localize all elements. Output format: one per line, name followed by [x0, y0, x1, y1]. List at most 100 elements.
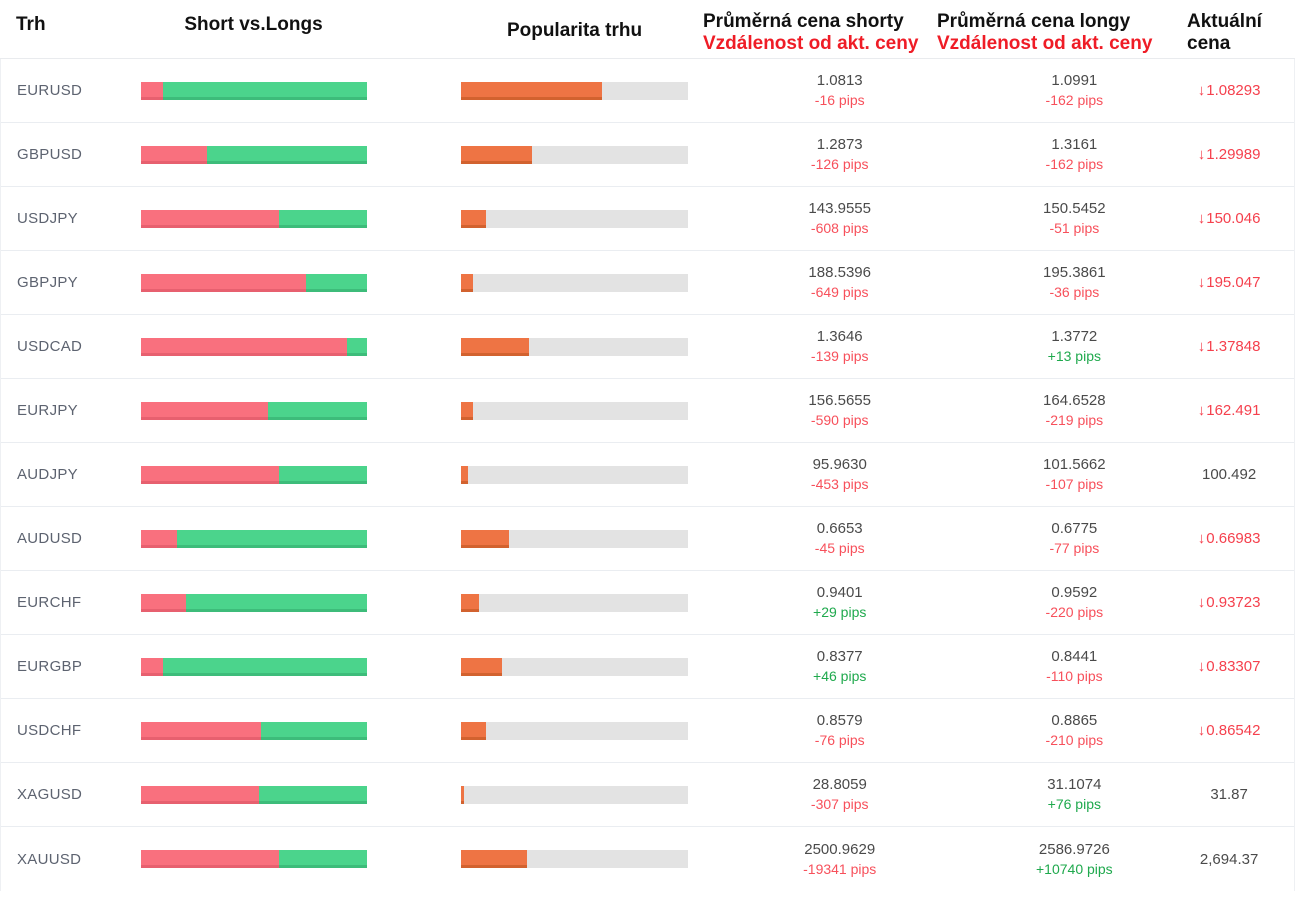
- longs-cell: 31.1074 +76 pips: [984, 775, 1164, 814]
- long-distance-label: Vzdálenost od akt. ceny: [937, 33, 1153, 54]
- pair-label: EURJPY: [17, 402, 78, 419]
- short-long-bar: [140, 657, 368, 676]
- avg-long-price: 1.0991: [1051, 72, 1098, 89]
- down-arrow-icon: ↓: [1197, 402, 1206, 419]
- popularity-track: [461, 593, 688, 612]
- long-distance: +10740 pips: [1036, 860, 1113, 877]
- pair-label: GBPUSD: [17, 146, 83, 163]
- longs-cell: 150.5452 -51 pips: [984, 199, 1164, 238]
- short-distance: -16 pips: [814, 92, 865, 108]
- popularity-fill: [461, 785, 464, 804]
- popularity-track: [461, 337, 688, 356]
- current-price: ↓162.491: [1197, 402, 1261, 419]
- current-price-cell: ↓1.29989: [1164, 146, 1294, 163]
- longs-cell: 0.9592 -220 pips: [984, 583, 1164, 622]
- avg-short-price: 188.5396: [808, 264, 871, 281]
- short-long-bar: [140, 850, 368, 868]
- short-long-bar: [140, 209, 368, 228]
- table-row: USDCAD 1.3646 -139 pips 1.3772 +13 pips …: [1, 315, 1294, 379]
- popularity-fill: [461, 337, 530, 356]
- long-distance: -162 pips: [1045, 92, 1104, 108]
- avg-short-price: 0.6653: [816, 520, 863, 537]
- column-header-short-vs-longs: Short vs.Longs: [184, 14, 323, 35]
- pair-label: EURCHF: [17, 594, 82, 611]
- table-row: AUDJPY 95.9630 -453 pips 101.5662 -107 p…: [1, 443, 1294, 507]
- long-distance: -219 pips: [1045, 412, 1104, 428]
- longs-cell: 0.8865 -210 pips: [984, 711, 1164, 750]
- short-distance: +46 pips: [813, 668, 867, 684]
- short-distance: -45 pips: [814, 540, 865, 556]
- current-price: ↓0.66983: [1197, 530, 1261, 547]
- popularity-track: [461, 401, 688, 420]
- current-price: 31.87: [1210, 786, 1248, 803]
- popularity-track: [461, 145, 688, 164]
- long-distance: -77 pips: [1049, 540, 1100, 556]
- avg-long-price: 0.6775: [1051, 520, 1098, 537]
- popularity-track: [461, 465, 688, 484]
- table-row: GBPJPY 188.5396 -649 pips 195.3861 -36 p…: [1, 251, 1294, 315]
- popularity-bar: [461, 721, 688, 740]
- table-row: EURUSD 1.0813 -16 pips 1.0991 -162 pips …: [1, 59, 1294, 123]
- short-distance: -453 pips: [810, 476, 869, 492]
- long-segment: [279, 850, 368, 868]
- longs-cell: 195.3861 -36 pips: [984, 263, 1164, 302]
- down-arrow-icon: ↓: [1197, 146, 1206, 163]
- short-long-bar: [140, 465, 368, 484]
- shorts-cell: 28.8059 -307 pips: [695, 775, 985, 814]
- short-distance: -649 pips: [810, 284, 869, 300]
- table-row: AUDUSD 0.6653 -45 pips 0.6775 -77 pips ↓…: [1, 507, 1294, 571]
- popularity-fill: [461, 850, 528, 868]
- column-header-current-price: Aktuální cena: [1187, 11, 1285, 55]
- long-distance: -220 pips: [1045, 604, 1104, 620]
- popularity-bar: [461, 785, 688, 804]
- short-long-bar: [140, 785, 368, 804]
- table-row: XAGUSD 28.8059 -307 pips 31.1074 +76 pip…: [1, 763, 1294, 827]
- avg-short-price: 0.9401: [816, 584, 863, 601]
- current-price: ↓1.08293: [1197, 82, 1261, 99]
- short-segment: [140, 657, 164, 676]
- popularity-track: [461, 529, 688, 548]
- long-segment: [267, 401, 368, 420]
- column-header-avg-short: Průměrná cena shorty Vzdálenost od akt. …: [703, 11, 918, 55]
- short-long-bar: [140, 593, 368, 612]
- long-distance: -110 pips: [1046, 668, 1103, 684]
- popularity-fill: [461, 593, 480, 612]
- short-long-bar: [140, 145, 368, 164]
- current-price: ↓195.047: [1197, 274, 1261, 291]
- short-segment: [140, 81, 164, 100]
- avg-long-price: 0.8441: [1051, 648, 1098, 665]
- short-distance: -126 pips: [810, 156, 869, 172]
- short-segment: [140, 337, 348, 356]
- current-price-cell: ↓150.046: [1164, 210, 1294, 227]
- shorts-cell: 1.3646 -139 pips: [695, 327, 985, 366]
- short-segment: [140, 785, 259, 804]
- short-distance: -19341 pips: [803, 860, 877, 877]
- long-segment: [279, 209, 368, 228]
- short-segment: [140, 209, 280, 228]
- popularity-bar: [461, 401, 688, 420]
- down-arrow-icon: ↓: [1197, 210, 1206, 227]
- short-long-bar: [140, 721, 368, 740]
- long-distance: -210 pips: [1045, 732, 1104, 748]
- table-header: Trh Short vs.Longs Popularita trhu Průmě…: [0, 0, 1295, 59]
- longs-cell: 0.8441 -110 pips: [984, 647, 1164, 686]
- pair-label: USDCHF: [17, 722, 82, 739]
- short-long-bar: [140, 337, 368, 356]
- avg-long-price: 1.3772: [1051, 328, 1098, 345]
- long-segment: [206, 145, 368, 164]
- pair-label: AUDJPY: [17, 466, 78, 483]
- popularity-track: [461, 209, 688, 228]
- table-row: EURCHF 0.9401 +29 pips 0.9592 -220 pips …: [1, 571, 1294, 635]
- current-price-cell: ↓1.08293: [1164, 82, 1294, 99]
- long-segment: [177, 529, 368, 548]
- longs-cell: 1.0991 -162 pips: [984, 71, 1164, 110]
- column-header-market: Trh: [16, 14, 46, 35]
- short-distance: -608 pips: [810, 220, 869, 236]
- current-price-cell: ↓0.66983: [1164, 530, 1294, 547]
- table-row: GBPUSD 1.2873 -126 pips 1.3161 -162 pips…: [1, 123, 1294, 187]
- avg-short-price: 1.0813: [816, 72, 863, 89]
- shorts-cell: 2500.9629 -19341 pips: [695, 840, 985, 879]
- popularity-bar: [461, 273, 688, 292]
- popularity-bar: [461, 209, 688, 228]
- short-segment: [140, 593, 187, 612]
